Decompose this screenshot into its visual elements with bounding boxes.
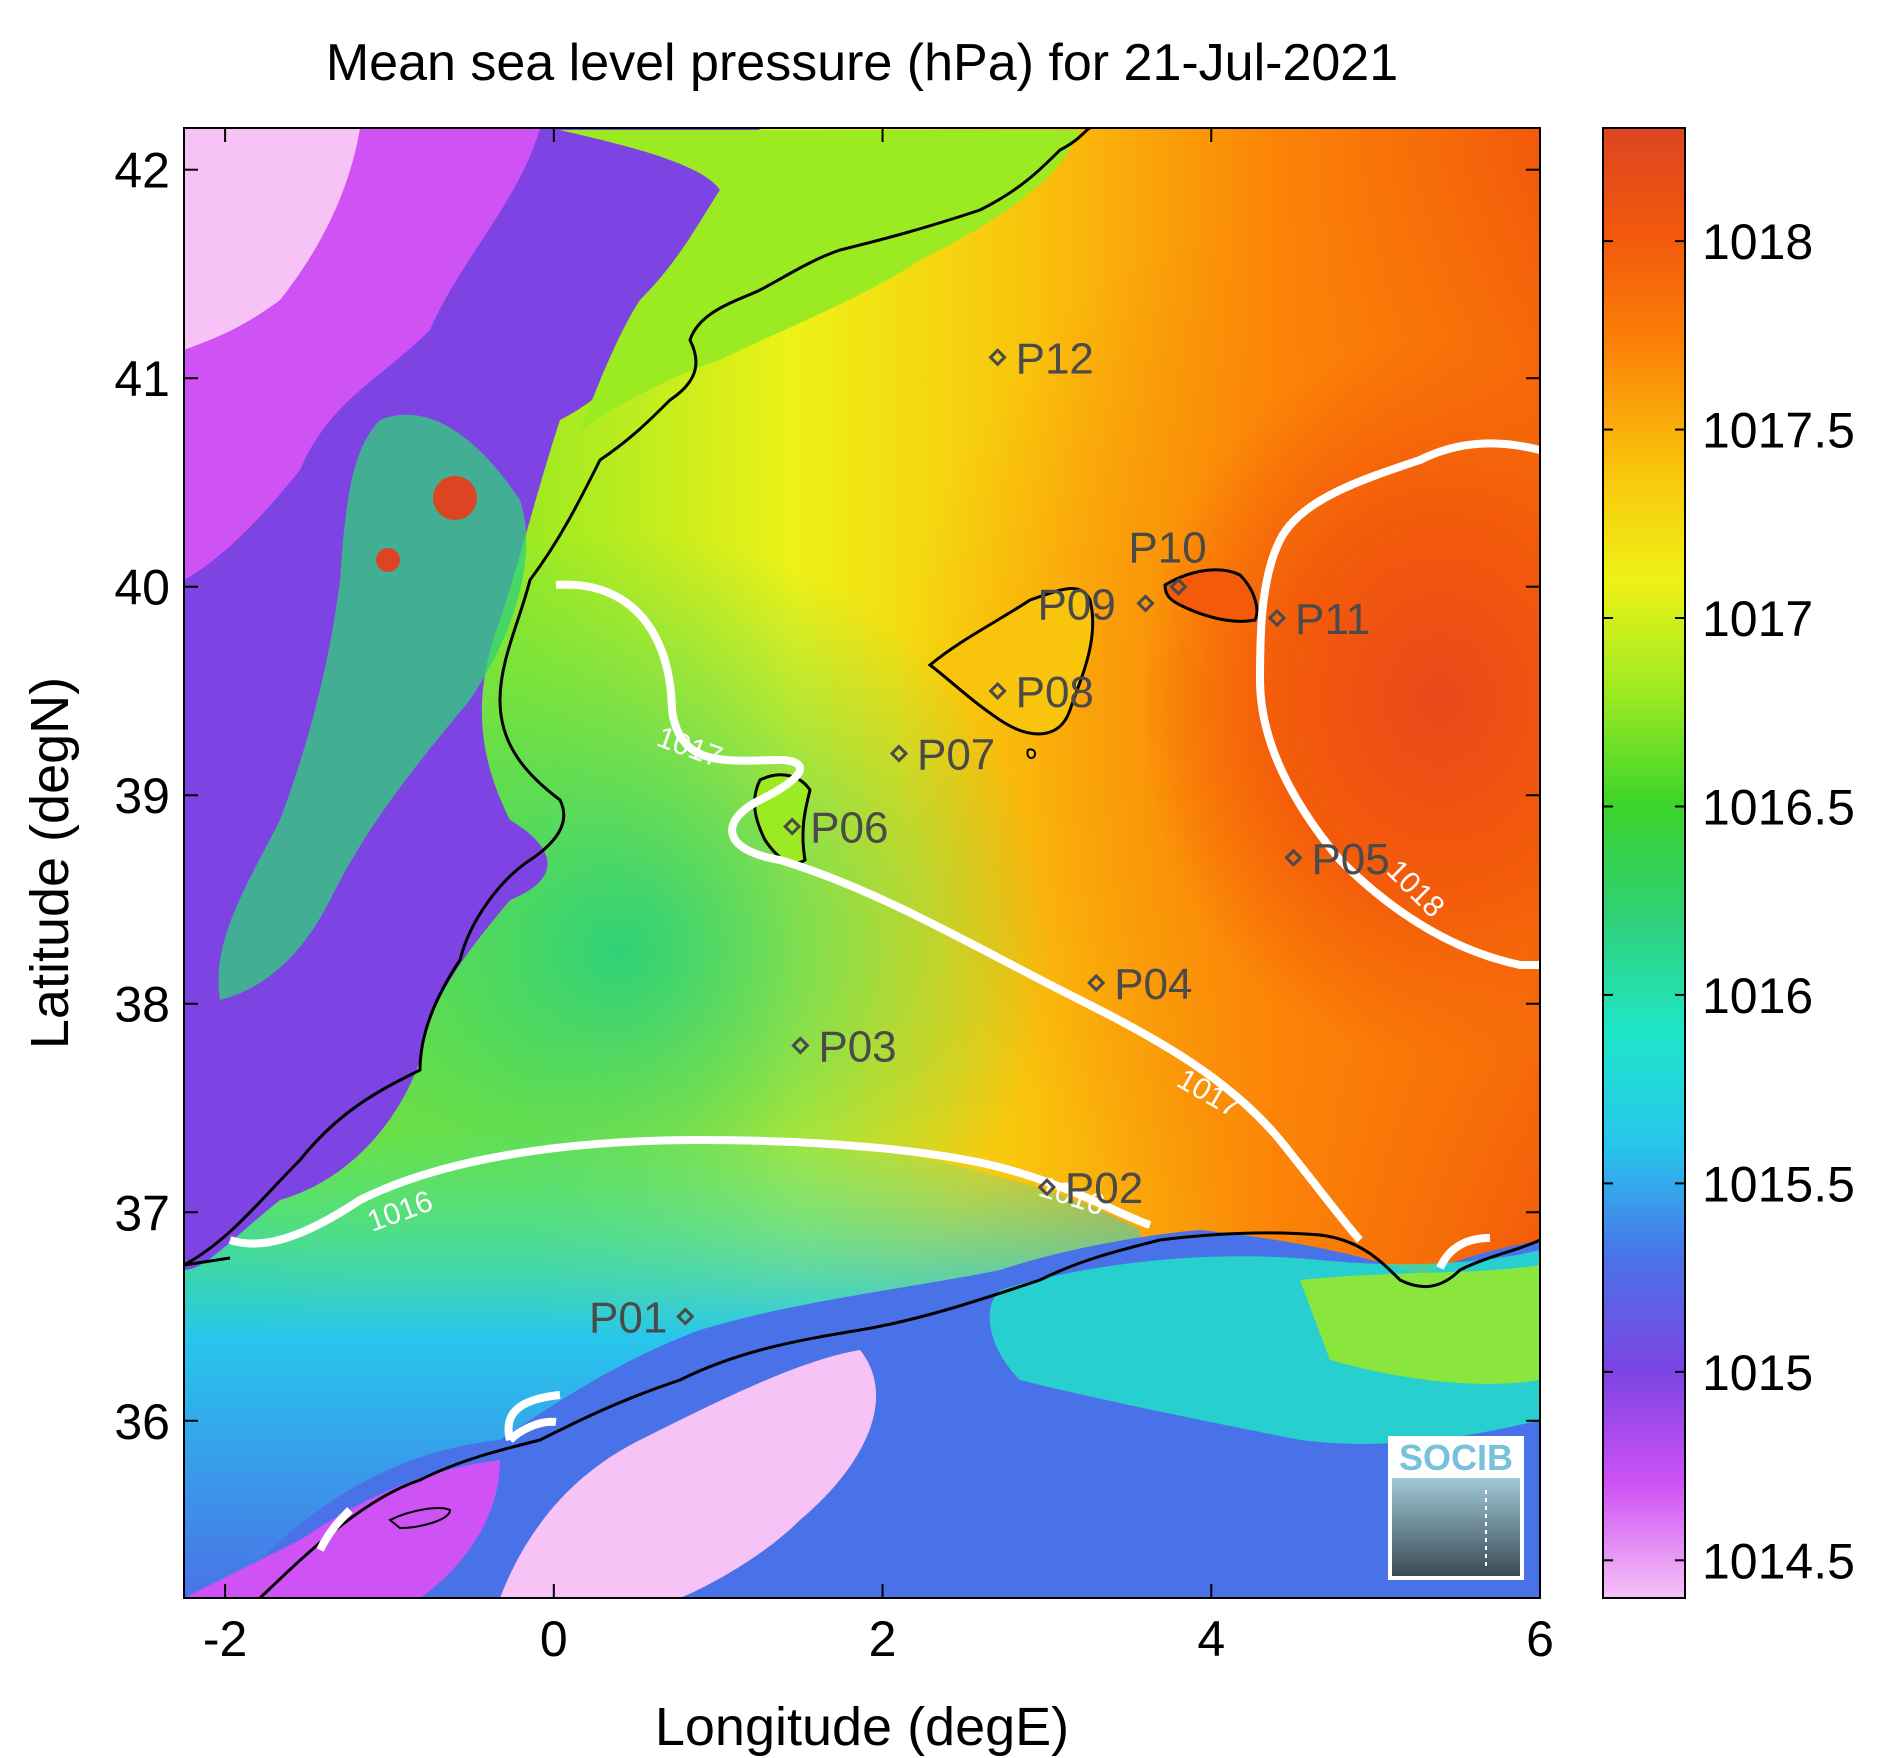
station-marker <box>1087 973 1106 993</box>
station-marker <box>676 1307 695 1326</box>
station-label: P08 <box>1016 668 1094 717</box>
station-marker <box>1169 577 1188 596</box>
contour-1016-east-fragment <box>1436 1234 1491 1270</box>
station-marker <box>1267 608 1287 628</box>
colorbar-tick-label: 1017.5 <box>1702 403 1855 459</box>
x-tick-label: 0 <box>540 1611 568 1667</box>
y-axis-label: Latitude (degN) <box>20 677 80 1049</box>
x-tick-label: -2 <box>203 1611 247 1667</box>
land-hotspot-b <box>376 548 400 572</box>
station-p07[interactable]: P07 <box>889 731 995 780</box>
station-p06[interactable]: P06 <box>783 804 888 853</box>
island-mallorca <box>927 586 1095 736</box>
coastline-iberia <box>184 128 1091 1267</box>
colorbar-tick-label: 1018 <box>1702 214 1813 270</box>
y-tick-label: 38 <box>114 977 170 1033</box>
island-cabrera <box>1026 748 1037 760</box>
station-label: P01 <box>589 1294 667 1343</box>
station-label: P06 <box>810 804 888 853</box>
land-catalonia <box>560 130 1080 430</box>
station-marker <box>1284 848 1303 867</box>
colorbar-tick-label: 1015 <box>1702 1345 1813 1401</box>
x-tick-label: 6 <box>1526 1611 1554 1667</box>
coastline-north-africa <box>258 1231 1540 1598</box>
station-label: P09 <box>1038 580 1116 629</box>
y-tick-label: 36 <box>114 1394 170 1450</box>
socib-logo-water <box>1392 1478 1520 1576</box>
map-frame <box>183 127 1541 1599</box>
station-p11[interactable]: P11 <box>1267 595 1370 644</box>
colorbar-tick-label: 1015.5 <box>1702 1156 1855 1212</box>
station-marker <box>889 744 909 763</box>
contour-1018 <box>1255 439 1540 969</box>
station-p04[interactable]: P04 <box>1087 960 1193 1009</box>
socib-logo: SOCIB <box>1388 1436 1524 1580</box>
socib-logo-text: SOCIB <box>1399 1437 1513 1478</box>
station-p02[interactable]: P02 <box>1037 1164 1143 1213</box>
station-p08[interactable]: P08 <box>988 668 1094 717</box>
y-tick-label: 40 <box>114 560 170 616</box>
map-title: Mean sea level pressure (hPa) for 21-Jul… <box>326 34 1398 92</box>
colorbar-tick-label: 1016.5 <box>1702 779 1855 835</box>
land-north-africa-highlands <box>1300 1265 1540 1384</box>
x-tick-label: 2 <box>869 1611 897 1667</box>
y-tick-label: 42 <box>114 143 170 199</box>
station-label: P02 <box>1065 1164 1143 1213</box>
colorbar <box>1602 127 1686 1599</box>
station-label: P03 <box>818 1022 896 1071</box>
land-north-africa-west <box>184 1460 500 1598</box>
station-marker <box>988 348 1007 367</box>
station-p03[interactable]: P03 <box>791 1022 897 1071</box>
station-label: P10 <box>1128 524 1206 573</box>
station-label: P11 <box>1295 595 1370 644</box>
station-marker <box>791 1036 810 1055</box>
colorbar-tick-label: 1016 <box>1702 968 1813 1024</box>
station-p12[interactable]: P12 <box>988 334 1094 383</box>
station-marker <box>1136 594 1155 613</box>
colorbar-tick-label: 1017 <box>1702 591 1813 647</box>
land-iberia-lowest <box>184 128 360 350</box>
island-menorca <box>1163 568 1259 623</box>
station-p05[interactable]: P05 <box>1284 835 1390 884</box>
map-panel: 1016 1016 1017 1017 1018 P01P02P03P04P05… <box>184 128 1540 1598</box>
x-tick-label: 4 <box>1197 1611 1225 1667</box>
station-marker <box>1037 1178 1057 1197</box>
colorbar-tick-label: 1014.5 <box>1702 1533 1855 1589</box>
station-label: P12 <box>1016 334 1094 383</box>
x-axis: -2 0 2 4 6 <box>203 128 1554 1667</box>
station-p10[interactable]: P10 <box>1128 524 1207 596</box>
station-p09[interactable]: P09 <box>1038 580 1155 629</box>
y-tick-label: 41 <box>114 351 170 407</box>
coastline-alboran-island <box>388 1507 452 1530</box>
y-tick-label: 39 <box>114 768 170 824</box>
station-marker <box>988 681 1007 701</box>
station-label: P05 <box>1311 835 1389 884</box>
contour-1016-west-fragment <box>316 1507 353 1552</box>
coastline-gibraltar <box>184 1256 231 1267</box>
land-hotspot-a <box>433 476 477 520</box>
colorbar-ticks: 1018 1017.5 1017 1016.5 1016 1015.5 1015 1014.5 <box>1603 214 1855 1589</box>
station-p01[interactable]: P01 <box>589 1294 695 1343</box>
contour-1016 <box>228 1135 1152 1248</box>
station-label: P07 <box>917 731 995 780</box>
station-label: P04 <box>1114 960 1192 1009</box>
station-marker <box>783 817 802 836</box>
pressure-high-core <box>1140 340 1540 1060</box>
land-north-africa-low <box>500 1350 877 1598</box>
y-tick-label: 37 <box>114 1185 170 1241</box>
land-iberia-mid <box>218 414 527 1001</box>
y-axis: 42 41 40 39 38 37 36 <box>114 143 1540 1450</box>
contour-1017 <box>555 580 1363 1243</box>
x-axis-label: Longitude (degE) <box>655 1697 1069 1757</box>
contour-1016-africa-fragment <box>504 1391 561 1441</box>
